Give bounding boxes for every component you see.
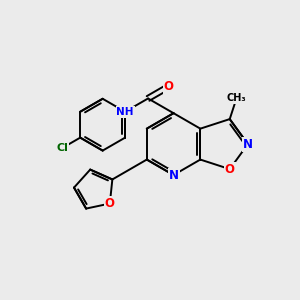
Text: CH₃: CH₃ <box>227 93 246 103</box>
Text: N: N <box>243 138 253 151</box>
Text: O: O <box>164 80 173 93</box>
Text: NH: NH <box>116 107 134 117</box>
Text: O: O <box>105 197 115 210</box>
Text: Cl: Cl <box>56 143 68 153</box>
Text: N: N <box>169 169 178 182</box>
Text: O: O <box>225 163 235 176</box>
